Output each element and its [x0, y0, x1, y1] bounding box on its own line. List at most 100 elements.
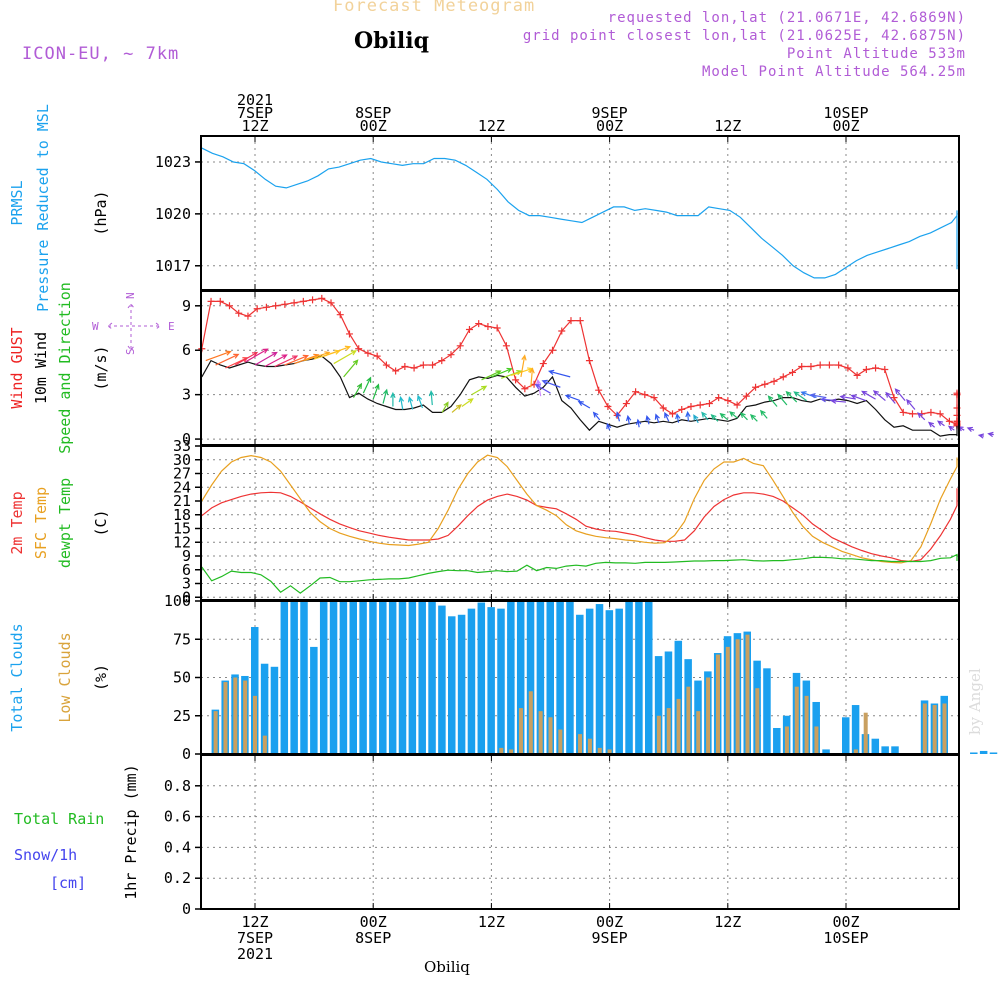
wind-arrow: [390, 391, 396, 407]
gust-marker: [715, 394, 723, 402]
bottom-time-label: 9SEP: [592, 929, 628, 947]
top-time-label: 7SEP: [237, 104, 273, 122]
gust-marker: [669, 410, 677, 418]
low-cloud-bar: [587, 738, 592, 754]
total-cloud-bar: [605, 610, 614, 754]
wind-arrow: [343, 359, 359, 378]
wind-arrow: [215, 353, 240, 366]
low-cloud-bar: [863, 712, 868, 754]
wind-arrow: [606, 422, 612, 431]
compass-south: S: [124, 348, 137, 355]
low-cloud-bar: [725, 646, 730, 754]
series-line-dewpt-temp: [201, 553, 958, 594]
low-cloud-bar: [548, 717, 553, 754]
precip-legend-label: Snow/1h: [14, 846, 77, 864]
low-cloud-bar: [509, 749, 514, 754]
top-time-label: 9SEP: [592, 104, 628, 122]
total-cloud-bar: [467, 608, 476, 754]
total-cloud-bar: [369, 601, 377, 754]
panel-y-label: Total Clouds: [8, 623, 26, 731]
wind-arrow: [625, 414, 632, 425]
panel-wind: 0 3 6 9 (m/s) Wind GUST 10m Wind Speed and Dire…: [8, 282, 994, 454]
gust-marker: [798, 363, 806, 371]
y-tick-label: 3: [182, 575, 191, 593]
low-cloud-bar: [676, 698, 681, 754]
wind-arrow: [352, 382, 363, 398]
y-tick-label: 33: [173, 437, 191, 455]
compass-ns-arrow: [127, 303, 135, 351]
wind-arrow: [541, 379, 561, 388]
wind-arrow: [987, 431, 994, 438]
total-cloud-bar: [280, 601, 289, 754]
gust-marker: [945, 417, 953, 425]
panel-unit-label: (%): [92, 664, 110, 691]
bottom-time-label: 12Z: [478, 913, 505, 931]
wind-arrow: [830, 398, 847, 404]
total-cloud-bar: [359, 601, 367, 754]
wind-arrow: [615, 411, 621, 422]
wind-arrow: [471, 385, 488, 396]
wind-arrow: [710, 413, 719, 422]
total-cloud-bar: [871, 738, 880, 754]
top-time-label: 00Z: [596, 117, 623, 135]
wind-arrow: [323, 345, 352, 357]
compass-north: N: [124, 292, 137, 299]
total-cloud-bar: [585, 608, 594, 754]
panel-y-label: 10m Wind: [32, 332, 50, 404]
low-cloud-bar: [666, 708, 671, 754]
total-cloud-bar: [408, 601, 417, 754]
total-cloud-bar: [566, 601, 574, 754]
low-cloud-bar: [253, 695, 257, 754]
gust-marker: [835, 361, 843, 369]
gust-marker: [604, 403, 612, 410]
gust-marker: [299, 297, 307, 305]
wind-arrow: [685, 410, 691, 422]
wind-arrow: [382, 388, 389, 404]
total-cloud-bar: [635, 601, 643, 754]
gust-marker: [705, 400, 713, 408]
gust-marker: [336, 311, 344, 319]
wind-arrow: [577, 400, 591, 409]
wind-arrow: [441, 401, 449, 413]
total-cloud-bar: [260, 663, 269, 754]
total-cloud-bar: [270, 666, 279, 754]
wind-arrow: [675, 412, 681, 423]
gust-marker: [890, 394, 898, 402]
y-tick-label: 0: [182, 430, 191, 448]
top-time-label: 12Z: [241, 117, 268, 135]
wind-arrow: [885, 391, 896, 404]
total-cloud-bar: [310, 646, 318, 754]
total-cloud-bar: [664, 651, 673, 754]
wind-arrow: [749, 413, 758, 422]
gust-marker: [235, 309, 243, 317]
low-cloud-bar: [656, 715, 661, 754]
low-cloud-bar: [735, 639, 740, 754]
y-tick-label: 1017: [155, 257, 191, 275]
low-cloud-bar: [784, 726, 789, 754]
wind-arrow: [759, 409, 768, 419]
total-cloud-bar: [448, 616, 456, 754]
wind-arrow: [451, 404, 462, 413]
bottom-time-label: 12Z: [714, 913, 741, 931]
wind-arrow: [872, 390, 886, 402]
compass-ew-arrow: [107, 322, 161, 330]
wind-arrow: [461, 398, 474, 407]
low-cloud-bar: [932, 705, 937, 754]
gust-marker: [862, 365, 870, 373]
gust-marker: [318, 294, 326, 302]
total-cloud-bar: [388, 601, 397, 754]
gust-marker: [742, 392, 750, 400]
total-cloud-bar: [507, 601, 515, 754]
y-tick-label: 15: [173, 520, 191, 538]
panel-frame: [200, 135, 960, 291]
total-cloud-bar: [339, 601, 348, 754]
gust-marker: [853, 371, 861, 379]
low-cloud-bar: [804, 695, 809, 754]
y-tick-label: 21: [173, 492, 191, 510]
gust-marker: [484, 323, 492, 331]
panel-frame: [200, 754, 960, 910]
wind-arrow: [264, 354, 288, 368]
gust-marker: [456, 342, 464, 350]
gust-marker: [632, 388, 640, 396]
total-cloud-bar: [674, 640, 683, 754]
